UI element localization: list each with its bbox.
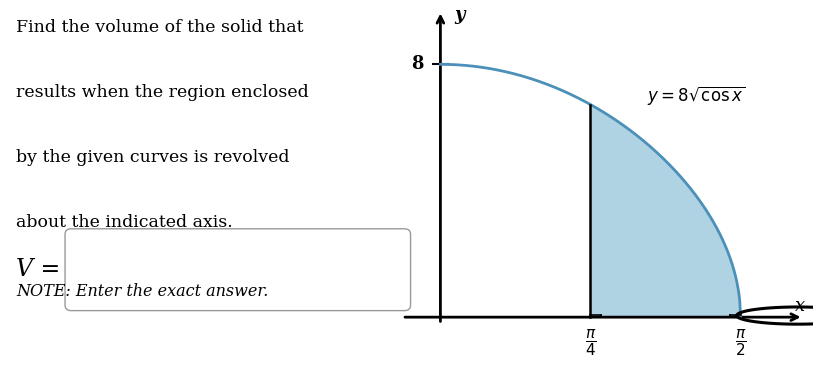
Text: $\dfrac{\pi}{4}$: $\dfrac{\pi}{4}$: [585, 328, 596, 358]
Text: $y = 8\sqrt{\cos x}$: $y = 8\sqrt{\cos x}$: [647, 84, 746, 108]
Text: by the given curves is revolved: by the given curves is revolved: [16, 149, 289, 166]
Polygon shape: [590, 105, 741, 317]
Text: NOTE: Enter the exact answer.: NOTE: Enter the exact answer.: [16, 283, 268, 300]
Text: about the indicated axis.: about the indicated axis.: [16, 214, 233, 231]
FancyBboxPatch shape: [65, 229, 411, 311]
Text: V =: V =: [16, 258, 60, 281]
Text: y: y: [454, 6, 465, 24]
Text: results when the region enclosed: results when the region enclosed: [16, 84, 309, 101]
Text: $\dfrac{\pi}{2}$: $\dfrac{\pi}{2}$: [735, 328, 746, 358]
Text: x: x: [794, 297, 805, 315]
Text: 8: 8: [411, 55, 424, 73]
Text: Find the volume of the solid that: Find the volume of the solid that: [16, 19, 304, 36]
